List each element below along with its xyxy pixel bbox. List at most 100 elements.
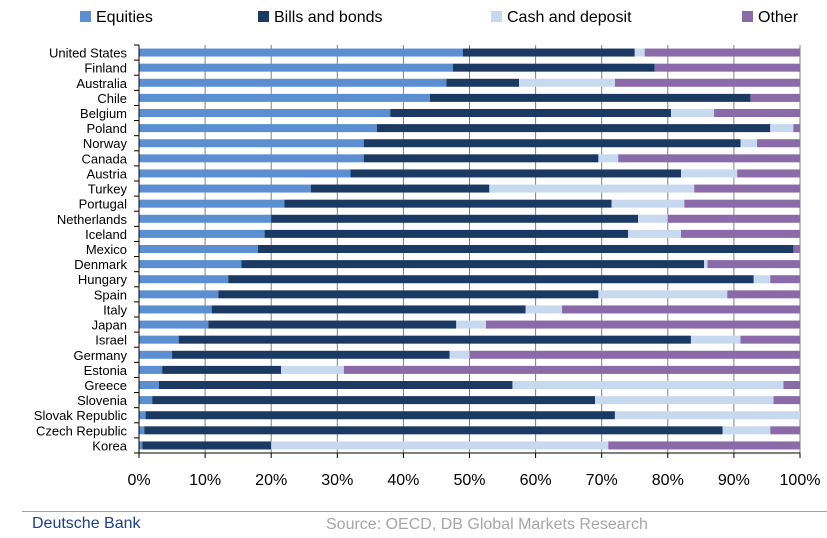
category-label: Canada <box>81 151 127 166</box>
x-tick-label: 70% <box>586 472 618 489</box>
bar-cash-and-deposit <box>611 199 685 208</box>
bar-cash-and-deposit <box>512 381 784 389</box>
bar-other <box>614 78 800 87</box>
bar-equities <box>139 396 153 405</box>
x-tick-label: 0% <box>127 472 150 489</box>
bar-other <box>644 48 800 57</box>
bar-cash-and-deposit <box>614 411 800 420</box>
bar-bills-and-bonds <box>162 365 282 374</box>
bar-bills-and-bonds <box>452 63 655 72</box>
category-label: Slovak Republic <box>34 408 128 423</box>
bar-cash-and-deposit <box>690 335 741 344</box>
x-tick-label: 80% <box>652 472 684 489</box>
category-label: Chile <box>97 91 127 106</box>
bar-other <box>681 229 800 238</box>
category-label: Australia <box>76 76 127 91</box>
footer-divider <box>22 511 827 512</box>
bar-other <box>757 139 800 148</box>
category-label: Japan <box>92 318 127 333</box>
bar-bills-and-bonds <box>208 320 457 329</box>
bar-bills-and-bonds <box>257 245 794 253</box>
category-label: Denmark <box>74 257 127 272</box>
bar-bills-and-bonds <box>145 411 615 420</box>
bar-equities <box>139 214 272 223</box>
bar-cash-and-deposit <box>525 305 563 314</box>
x-tick-label: 60% <box>520 472 552 489</box>
category-label: United States <box>49 46 128 61</box>
bar-equities <box>139 320 209 329</box>
bar-other <box>618 154 800 163</box>
category-label: Germany <box>74 348 128 363</box>
bar-other <box>608 441 800 450</box>
bar-other <box>654 63 800 72</box>
bar-cash-and-deposit <box>681 169 738 178</box>
legend-swatch <box>742 11 753 22</box>
category-label: Poland <box>87 121 127 136</box>
bar-equities <box>139 275 229 284</box>
bar-cash-and-deposit <box>628 229 682 238</box>
category-label: Iceland <box>85 227 127 242</box>
bar-other <box>694 184 800 193</box>
bar-other <box>684 199 800 208</box>
bar-equities <box>139 441 143 450</box>
stacked-bar-chart: United StatesFinlandAustraliaChileBelgiu… <box>34 9 821 489</box>
bar-other <box>737 169 800 178</box>
bar-cash-and-deposit <box>740 139 758 148</box>
legend-label: Other <box>758 9 799 26</box>
bar-equities <box>139 169 351 178</box>
category-label: Czech Republic <box>36 423 128 438</box>
category-label: Norway <box>83 136 128 151</box>
x-tick-label: 30% <box>321 472 353 489</box>
x-tick-label: 20% <box>255 472 287 489</box>
bar-cash-and-deposit <box>671 109 715 117</box>
bar-bills-and-bonds <box>178 335 691 344</box>
category-label: Slovenia <box>77 393 128 408</box>
bar-equities <box>139 245 258 253</box>
category-label: Spain <box>94 287 127 302</box>
bar-cash-and-deposit <box>638 214 668 223</box>
x-tick-label: 10% <box>189 472 221 489</box>
bar-equities <box>139 48 463 57</box>
bar-cash-and-deposit <box>449 350 470 359</box>
bar-equities <box>139 381 159 389</box>
category-label: Korea <box>92 438 127 453</box>
bar-bills-and-bonds <box>271 214 639 223</box>
source-note: Source: OECD, DB Global Markets Research <box>326 516 648 533</box>
bar-cash-and-deposit <box>489 184 695 193</box>
bar-other <box>770 426 800 435</box>
bar-bills-and-bonds <box>264 229 629 238</box>
bar-other <box>750 93 800 102</box>
category-label: Netherlands <box>57 212 128 227</box>
bar-cash-and-deposit <box>753 275 771 284</box>
legend-label: Cash and deposit <box>507 9 632 26</box>
bar-bills-and-bonds <box>284 199 612 208</box>
bar-bills-and-bonds <box>142 441 272 450</box>
bar-bills-and-bonds <box>152 396 596 405</box>
category-label: Estonia <box>84 363 128 378</box>
bar-other <box>770 275 800 284</box>
bar-other <box>783 381 800 389</box>
category-label: Italy <box>103 302 127 317</box>
bar-bills-and-bonds <box>390 109 672 117</box>
legend-swatch <box>80 11 91 22</box>
bar-cash-and-deposit <box>598 290 728 299</box>
bar-equities <box>139 335 179 344</box>
category-label: Mexico <box>86 242 127 257</box>
bar-other <box>667 214 800 223</box>
bar-bills-and-bonds <box>363 154 599 163</box>
bar-cash-and-deposit <box>281 365 344 374</box>
bar-equities <box>139 154 364 163</box>
bar-bills-and-bonds <box>376 124 771 133</box>
bar-other <box>740 335 800 344</box>
category-label: Turkey <box>88 182 128 197</box>
bar-cash-and-deposit <box>598 154 619 163</box>
bar-equities <box>139 365 163 374</box>
bar-equities <box>139 139 364 148</box>
x-tick-label: 50% <box>453 472 485 489</box>
bar-bills-and-bonds <box>144 426 723 435</box>
bar-cash-and-deposit <box>634 48 645 57</box>
category-label: Hungary <box>78 272 128 287</box>
bar-equities <box>139 93 430 102</box>
bar-other <box>793 124 800 133</box>
bar-other <box>486 320 800 329</box>
